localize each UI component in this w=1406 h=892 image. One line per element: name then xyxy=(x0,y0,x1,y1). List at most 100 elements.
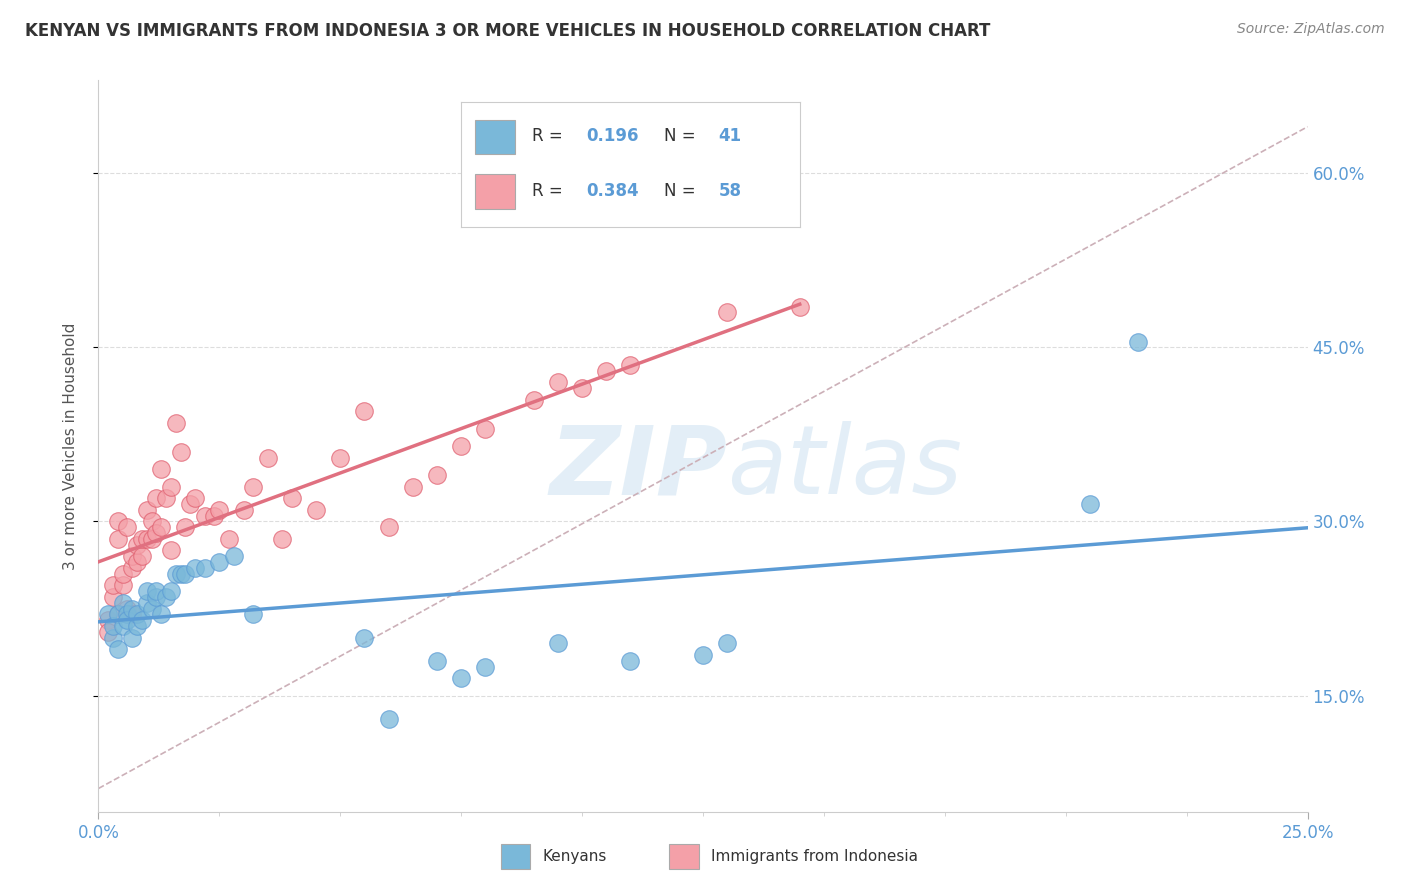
Point xyxy=(160,480,183,494)
Point xyxy=(377,520,399,534)
Point xyxy=(145,526,167,541)
Point xyxy=(135,584,157,599)
Point xyxy=(107,642,129,657)
Point xyxy=(131,532,153,546)
Text: KENYAN VS IMMIGRANTS FROM INDONESIA 3 OR MORE VEHICLES IN HOUSEHOLD CORRELATION : KENYAN VS IMMIGRANTS FROM INDONESIA 3 OR… xyxy=(25,22,991,40)
Point xyxy=(165,416,187,430)
Point xyxy=(595,363,617,377)
Text: Immigrants from Indonesia: Immigrants from Indonesia xyxy=(711,849,918,863)
Point xyxy=(208,503,231,517)
Point xyxy=(547,636,569,650)
Point xyxy=(121,607,143,622)
Point xyxy=(121,601,143,615)
Point xyxy=(121,631,143,645)
Point xyxy=(101,590,124,604)
Point xyxy=(101,631,124,645)
Point xyxy=(117,607,139,622)
Y-axis label: 3 or more Vehicles in Household: 3 or more Vehicles in Household xyxy=(63,322,77,570)
Point xyxy=(117,613,139,627)
Point xyxy=(547,375,569,389)
Point xyxy=(523,392,546,407)
Point xyxy=(107,607,129,622)
Point xyxy=(242,607,264,622)
Point xyxy=(169,566,191,581)
Point xyxy=(692,648,714,662)
Point xyxy=(184,491,207,506)
Point xyxy=(141,532,163,546)
Point xyxy=(204,508,226,523)
Point xyxy=(716,305,738,319)
Point xyxy=(135,532,157,546)
Point xyxy=(281,491,304,506)
Point xyxy=(179,497,201,511)
Point xyxy=(174,520,197,534)
Point xyxy=(716,636,738,650)
Point xyxy=(329,450,352,465)
Point xyxy=(101,578,124,592)
Point xyxy=(271,532,294,546)
Point xyxy=(121,561,143,575)
Point xyxy=(135,596,157,610)
Point xyxy=(165,566,187,581)
Point xyxy=(127,538,149,552)
Point xyxy=(450,671,472,685)
Point xyxy=(127,555,149,569)
Point xyxy=(426,654,449,668)
Point xyxy=(135,503,157,517)
Point xyxy=(111,596,134,610)
Point xyxy=(145,491,167,506)
Point xyxy=(184,561,207,575)
Point xyxy=(160,543,183,558)
Point xyxy=(377,712,399,726)
Point xyxy=(111,566,134,581)
Point xyxy=(145,590,167,604)
Point xyxy=(127,619,149,633)
Point xyxy=(145,584,167,599)
Point xyxy=(111,578,134,592)
Point xyxy=(174,566,197,581)
Point xyxy=(619,654,641,668)
Point xyxy=(169,445,191,459)
Point xyxy=(150,520,173,534)
Point xyxy=(97,624,120,639)
Point xyxy=(155,590,177,604)
Point xyxy=(474,659,496,673)
Point xyxy=(571,381,593,395)
Point xyxy=(111,619,134,633)
Point xyxy=(194,508,217,523)
Point xyxy=(121,549,143,564)
Point xyxy=(402,480,425,494)
Point xyxy=(353,631,375,645)
Point xyxy=(131,613,153,627)
Point xyxy=(353,404,375,418)
Point xyxy=(194,561,217,575)
Point xyxy=(305,503,328,517)
Point xyxy=(450,439,472,453)
Point xyxy=(141,515,163,529)
Point xyxy=(218,532,240,546)
Point xyxy=(127,607,149,622)
Point xyxy=(117,601,139,615)
Point xyxy=(107,607,129,622)
Point xyxy=(208,555,231,569)
Point xyxy=(232,503,254,517)
Point xyxy=(107,532,129,546)
Point xyxy=(150,607,173,622)
Point xyxy=(256,450,278,465)
FancyBboxPatch shape xyxy=(501,844,530,869)
Text: Kenyans: Kenyans xyxy=(543,849,607,863)
Text: Source: ZipAtlas.com: Source: ZipAtlas.com xyxy=(1237,22,1385,37)
Point xyxy=(101,619,124,633)
Point xyxy=(619,358,641,372)
Point xyxy=(242,480,264,494)
Point xyxy=(222,549,245,564)
Point xyxy=(474,421,496,435)
Point xyxy=(97,607,120,622)
Point xyxy=(97,613,120,627)
FancyBboxPatch shape xyxy=(669,844,699,869)
Point xyxy=(1078,497,1101,511)
Point xyxy=(155,491,177,506)
Point xyxy=(160,584,183,599)
Text: atlas: atlas xyxy=(727,421,962,515)
Text: ZIP: ZIP xyxy=(550,421,727,515)
